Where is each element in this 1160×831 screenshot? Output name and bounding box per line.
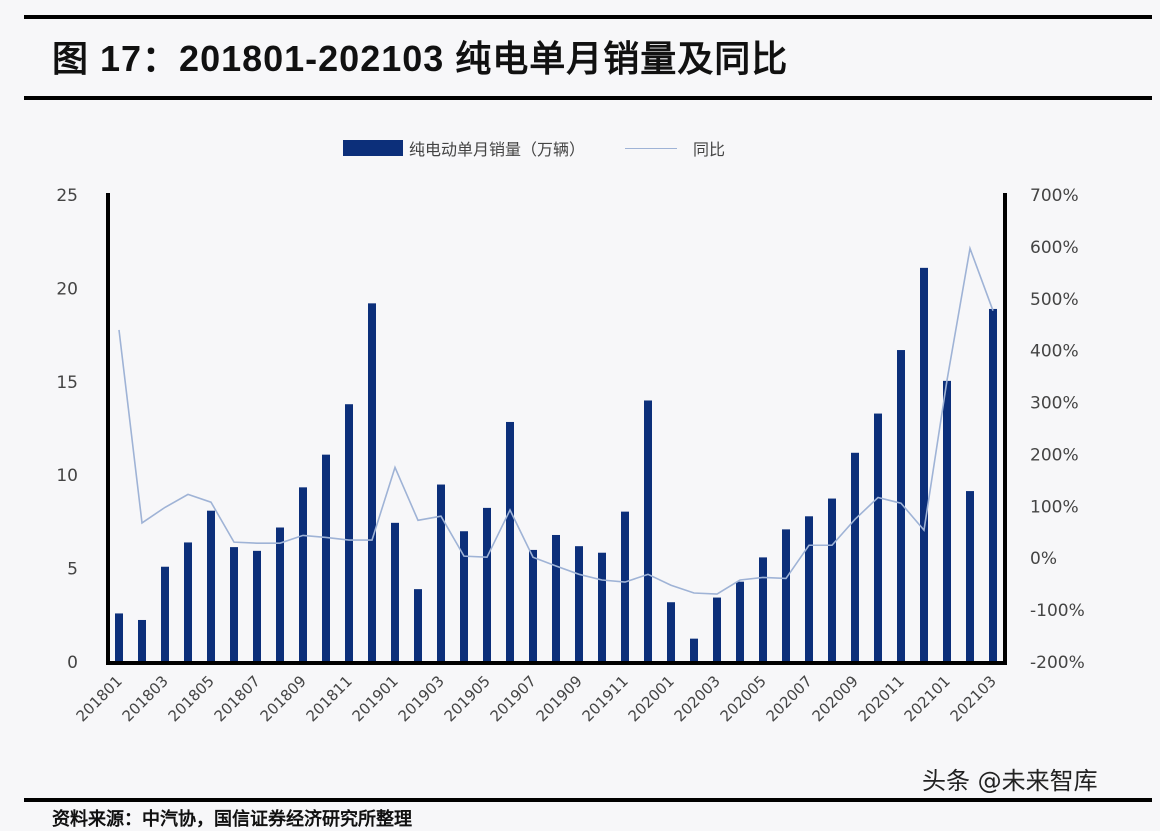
bar [552,534,560,662]
bar [184,542,192,662]
bar-legend-label: 纯电动单月销量（万辆） [409,140,586,159]
tick-label: 201809 [257,672,310,725]
bar [230,547,238,662]
tick-label: 0% [1030,549,1057,569]
tick-label: 201905 [441,672,494,725]
bar [759,557,767,662]
tick-label: 201909 [533,672,586,725]
bar [506,421,514,662]
bar [276,527,284,662]
bar [989,308,997,662]
tick-label: 201907 [487,672,540,725]
bar-legend-swatch [343,140,403,156]
bar [437,484,445,662]
tick-label: 25 [56,186,78,206]
bar [598,552,606,662]
watermark: 头条 @未来智库 [922,767,1098,795]
tick-label: 202101 [901,672,954,725]
bar [483,507,491,662]
bar-series [115,267,997,662]
bar [736,581,744,662]
bar [161,566,169,662]
bar [690,638,698,662]
tick-label: 202103 [947,672,1000,725]
left-tick-labels: 0 5 10 15 20 25 [56,186,78,673]
right-tick-labels: -200% -100% 0% 100% 200% 300% 400% 500% 600% 700% [1030,186,1085,673]
combo-chart: 0 5 10 15 20 25 -200% -100% 0% 100% 200% 300% 400% 5… [56,186,1085,725]
bar [529,549,537,662]
bar [713,597,721,662]
bar [391,522,399,662]
tick-label: 202011 [855,672,908,725]
tick-label: 400% [1030,342,1079,362]
tick-label: 700% [1030,186,1079,206]
tick-label: 202001 [625,672,678,725]
bar [966,491,974,662]
chart-legend: 纯电动单月销量（万辆） 同比 [343,136,725,160]
bar [667,602,675,662]
bar [460,531,468,662]
bar [897,350,905,662]
bar [874,413,882,662]
tick-label: 5 [67,560,78,580]
tick-label: 201803 [119,672,172,725]
tick-label: 300% [1030,394,1079,414]
bar [414,589,422,662]
tick-label: 201903 [395,672,448,725]
tick-label: 201805 [165,672,218,725]
line-legend-label: 同比 [693,140,726,159]
bar [138,619,146,662]
tick-label: -200% [1030,653,1085,673]
title-underline [24,96,1152,100]
source-note: 资料来源：中汽协，国信证券经济研究所整理 [52,809,412,830]
tick-label: 201807 [211,672,264,725]
bar [644,400,652,662]
bar [322,454,330,662]
bar [345,404,353,662]
tick-label: 10 [56,466,78,486]
tick-label: 0 [67,653,78,673]
bar [920,267,928,662]
tick-label: 202003 [671,672,724,725]
tick-label: 201801 [73,672,126,725]
bar [253,550,261,662]
tick-label: 201911 [579,672,632,725]
bar [575,546,583,662]
tick-label: 200% [1030,445,1079,465]
tick-label: 100% [1030,497,1079,517]
bar [943,380,951,662]
tick-label: 15 [56,373,78,393]
bar [299,487,307,662]
tick-label: 201901 [349,672,402,725]
bar [368,303,376,662]
tick-label: 202005 [717,672,770,725]
bar [805,516,813,662]
bar [782,529,790,662]
line-legend-swatch [625,147,678,149]
bar [851,452,859,662]
tick-label: -100% [1030,601,1085,621]
bar [115,613,123,662]
yoy-line [118,245,994,595]
tick-label: 600% [1030,238,1079,258]
tick-label: 500% [1030,290,1079,310]
x-tick-labels: 2018012018032018052018072018092018112019… [73,672,1000,725]
bar [621,511,629,662]
tick-label: 20 [56,279,78,299]
bottom-rule [24,798,1152,802]
top-rule [24,15,1152,19]
figure-title: 图 17：201801-202103 纯电单月销量及同比 [52,38,789,79]
tick-label: 201811 [303,672,356,725]
bar [207,510,215,662]
tick-label: 202007 [763,672,816,725]
bar [828,498,836,662]
tick-label: 202009 [809,672,862,725]
